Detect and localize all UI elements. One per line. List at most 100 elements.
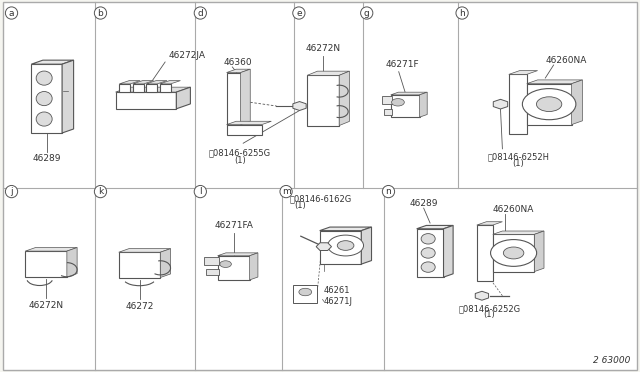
Bar — [381, 96, 392, 104]
Circle shape — [504, 247, 524, 259]
Polygon shape — [320, 227, 371, 231]
Text: 46272N: 46272N — [306, 44, 340, 53]
Text: (1): (1) — [484, 310, 495, 319]
Text: l: l — [199, 187, 202, 196]
Polygon shape — [31, 60, 74, 64]
Text: 46272N: 46272N — [29, 301, 63, 310]
Polygon shape — [444, 225, 453, 277]
Bar — [227, 73, 241, 125]
Text: 46272: 46272 — [125, 302, 154, 311]
Polygon shape — [218, 253, 258, 256]
Circle shape — [220, 261, 232, 267]
Bar — [218, 256, 250, 280]
Ellipse shape — [421, 262, 435, 272]
Polygon shape — [534, 231, 544, 272]
Text: g: g — [364, 9, 369, 17]
Text: 46260NA: 46260NA — [546, 56, 587, 65]
Bar — [147, 84, 157, 92]
Text: j: j — [10, 187, 13, 196]
Text: Ⓢ08146-6162G: Ⓢ08146-6162G — [289, 194, 351, 203]
Text: (1): (1) — [513, 159, 524, 168]
Bar — [115, 92, 177, 109]
Text: n: n — [386, 187, 391, 196]
Text: Ⓢ08146-6252G: Ⓢ08146-6252G — [458, 304, 521, 313]
Circle shape — [491, 240, 536, 266]
Bar — [119, 252, 160, 278]
Polygon shape — [250, 253, 258, 280]
Polygon shape — [527, 80, 582, 84]
Bar — [385, 109, 392, 115]
Text: (1): (1) — [234, 156, 246, 165]
Polygon shape — [115, 87, 191, 92]
Polygon shape — [417, 225, 453, 229]
Polygon shape — [477, 222, 502, 225]
Bar — [293, 285, 317, 303]
Text: 46260NA: 46260NA — [493, 205, 534, 214]
Polygon shape — [572, 80, 582, 125]
Ellipse shape — [421, 248, 435, 258]
Circle shape — [392, 99, 404, 106]
Text: h: h — [460, 9, 465, 17]
Text: a: a — [9, 9, 14, 17]
Polygon shape — [160, 81, 180, 84]
Text: 46271FA: 46271FA — [214, 221, 253, 230]
Text: 46261: 46261 — [324, 286, 350, 295]
Bar — [204, 257, 219, 265]
Polygon shape — [25, 247, 77, 251]
Bar — [133, 84, 144, 92]
Text: e: e — [296, 9, 301, 17]
Circle shape — [536, 97, 562, 112]
Circle shape — [337, 241, 354, 250]
Polygon shape — [119, 248, 170, 252]
Text: 2 63000: 2 63000 — [593, 356, 630, 365]
Polygon shape — [147, 81, 167, 84]
Text: Ⓢ08146-6252H: Ⓢ08146-6252H — [488, 153, 549, 161]
Ellipse shape — [421, 234, 435, 244]
Bar — [390, 95, 420, 117]
Polygon shape — [177, 87, 191, 109]
Bar — [417, 229, 444, 277]
Polygon shape — [361, 227, 371, 264]
Polygon shape — [119, 81, 140, 84]
Polygon shape — [227, 121, 271, 125]
Bar — [119, 84, 131, 92]
Bar — [477, 225, 493, 281]
Text: 46289: 46289 — [410, 199, 438, 208]
Polygon shape — [509, 71, 538, 74]
Polygon shape — [133, 81, 154, 84]
Polygon shape — [67, 247, 77, 277]
Polygon shape — [339, 71, 349, 126]
Ellipse shape — [36, 112, 52, 126]
Ellipse shape — [36, 92, 52, 106]
Bar — [527, 84, 572, 125]
Bar — [206, 269, 219, 275]
Polygon shape — [241, 69, 250, 125]
Circle shape — [522, 89, 576, 120]
Text: b: b — [98, 9, 103, 17]
Text: (1): (1) — [294, 201, 305, 210]
Polygon shape — [62, 60, 74, 133]
Polygon shape — [493, 231, 544, 234]
Text: 46289: 46289 — [33, 154, 61, 163]
Ellipse shape — [36, 71, 52, 85]
Bar — [25, 251, 67, 277]
Bar — [493, 234, 534, 272]
Text: 46272JA: 46272JA — [168, 51, 205, 60]
Text: Ⓢ08146-6255G: Ⓢ08146-6255G — [209, 149, 271, 158]
Bar — [227, 125, 262, 135]
Polygon shape — [390, 92, 428, 95]
Polygon shape — [160, 248, 170, 278]
Text: 46271J: 46271J — [324, 297, 353, 306]
Polygon shape — [420, 92, 428, 117]
Circle shape — [299, 288, 312, 296]
Bar — [160, 84, 170, 92]
Text: d: d — [198, 9, 203, 17]
Bar — [31, 64, 62, 133]
Text: 46271F: 46271F — [385, 60, 419, 69]
Polygon shape — [307, 71, 349, 75]
Text: k: k — [98, 187, 103, 196]
Text: m: m — [282, 187, 291, 196]
Bar — [307, 75, 339, 126]
Polygon shape — [227, 69, 250, 73]
Bar — [509, 74, 527, 134]
